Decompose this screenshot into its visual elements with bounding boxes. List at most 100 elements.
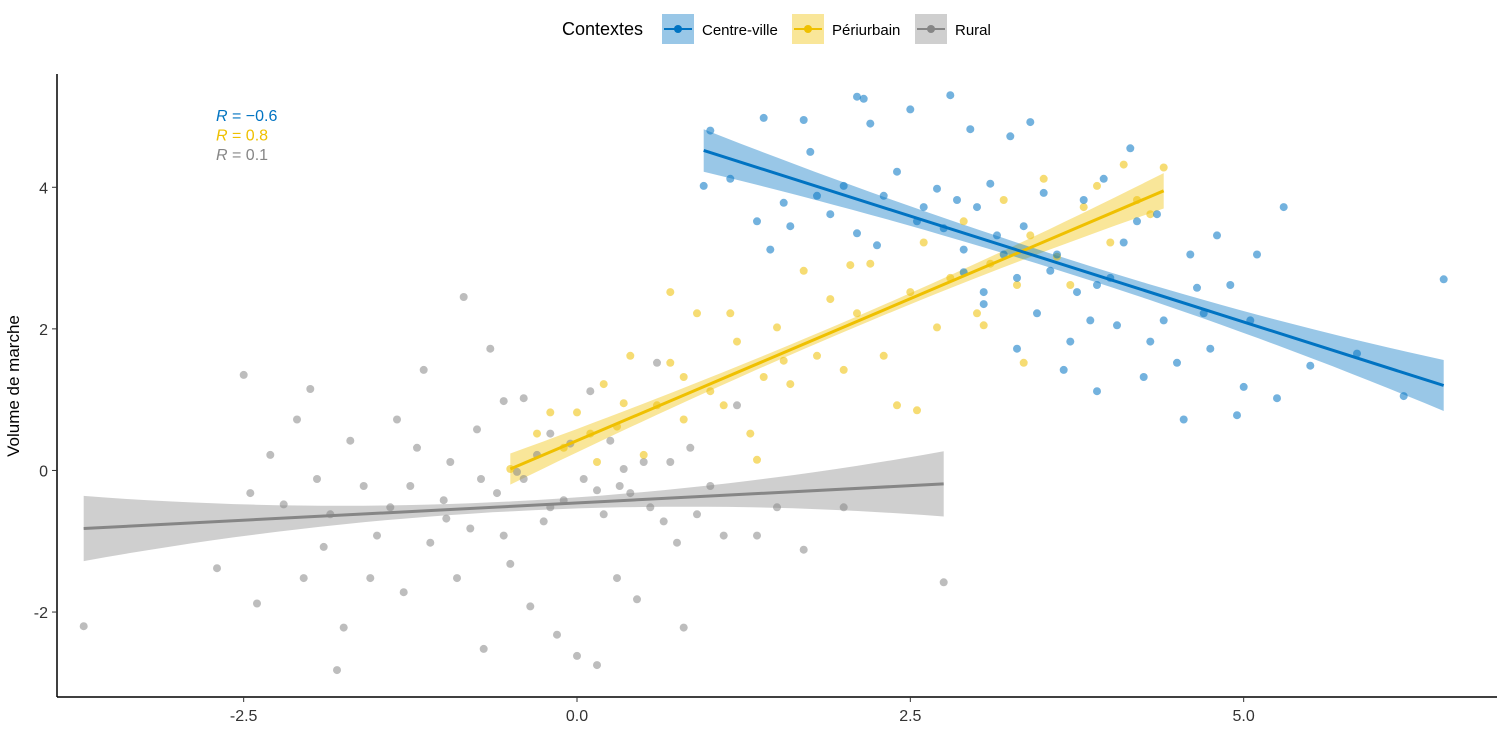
point-centre-ville: [1226, 281, 1235, 289]
point-rural: [639, 458, 648, 466]
point-rural: [477, 475, 485, 483]
point-centre-ville: [1399, 392, 1408, 401]
point-centre-ville: [1026, 118, 1035, 127]
point-centre-ville: [1193, 283, 1201, 292]
point-centre-ville: [1439, 275, 1448, 284]
point-centre-ville: [866, 119, 875, 128]
point-centre-ville: [979, 288, 988, 297]
point-rural: [519, 394, 528, 403]
point-periurbain: [546, 408, 555, 417]
point-periurbain: [786, 380, 795, 389]
legend-item-rural[interactable]: Rural: [915, 14, 991, 44]
point-centre-ville: [813, 191, 821, 200]
correlation-label-rural: R = 0.1: [216, 147, 268, 164]
point-centre-ville: [1113, 321, 1121, 330]
point-centre-ville: [1053, 250, 1061, 259]
point-rural: [679, 623, 688, 632]
legend-item-centre-ville[interactable]: Centre-ville: [662, 14, 778, 44]
point-rural: [79, 622, 88, 631]
point-rural: [306, 385, 315, 393]
point-centre-ville: [986, 179, 995, 188]
point-rural: [633, 595, 641, 604]
point-periurbain: [999, 196, 1008, 204]
point-centre-ville: [839, 181, 848, 190]
point-centre-ville: [893, 167, 901, 176]
legend-label-rural: Rural: [955, 22, 991, 39]
point-centre-ville: [799, 116, 808, 124]
axis-ticks: -2.5 0.0 2.5 5.0 -2 0 2 4: [34, 180, 1255, 725]
point-centre-ville: [993, 231, 1001, 240]
point-centre-ville: [1086, 316, 1095, 325]
point-centre-ville: [879, 191, 888, 200]
correlation-symbol: R: [216, 108, 228, 125]
point-centre-ville: [1173, 358, 1181, 367]
data-points: [79, 91, 1448, 675]
point-rural: [319, 542, 328, 551]
point-periurbain: [779, 356, 788, 365]
point-rural: [519, 475, 528, 483]
point-rural: [673, 538, 681, 547]
correlation-label-centre-ville: R = −0.6: [216, 108, 277, 125]
point-centre-ville: [766, 245, 775, 254]
point-centre-ville: [859, 94, 868, 103]
point-rural: [613, 574, 621, 583]
correlation-symbol: R: [216, 147, 228, 164]
point-centre-ville: [1093, 281, 1101, 289]
point-centre-ville: [706, 126, 715, 135]
point-rural: [439, 496, 448, 505]
correlation-label-periurbain: R = 0.8: [216, 128, 268, 145]
point-periurbain: [879, 351, 888, 360]
point-centre-ville: [1146, 337, 1155, 346]
point-rural: [799, 545, 808, 554]
correlation-value: = 0.1: [228, 147, 269, 164]
point-centre-ville: [1153, 210, 1161, 219]
point-centre-ville: [959, 245, 968, 254]
point-periurbain: [799, 266, 808, 275]
point-rural: [339, 623, 348, 632]
point-centre-ville: [853, 92, 861, 101]
legend-title: Contextes: [562, 19, 643, 39]
point-centre-ville: [1006, 132, 1015, 141]
point-rural: [615, 482, 624, 490]
point-centre-ville: [786, 222, 795, 231]
point-rural: [626, 489, 635, 498]
point-centre-ville: [726, 174, 735, 183]
regression-line-periurbain: [509, 189, 1165, 471]
point-periurbain: [853, 309, 861, 318]
point-rural: [773, 503, 781, 512]
point-periurbain: [619, 399, 628, 408]
point-rural: [499, 397, 508, 406]
legend-dot-periurbain: [804, 25, 812, 33]
point-centre-ville: [1079, 196, 1088, 204]
point-centre-ville: [1013, 344, 1021, 353]
point-periurbain: [759, 373, 768, 381]
point-centre-ville: [966, 125, 975, 134]
y-tick-label: 0: [39, 463, 48, 480]
point-rural: [239, 370, 248, 379]
point-periurbain: [979, 321, 988, 330]
point-centre-ville: [1066, 337, 1075, 346]
point-periurbain: [679, 373, 688, 381]
legend-item-periurbain[interactable]: Périurbain: [792, 14, 900, 44]
point-centre-ville: [873, 241, 881, 250]
point-rural: [459, 293, 468, 301]
point-rural: [686, 443, 695, 452]
point-centre-ville: [1046, 266, 1055, 275]
point-rural: [839, 503, 848, 512]
point-periurbain: [906, 288, 915, 297]
point-rural: [719, 531, 728, 540]
point-rural: [659, 517, 668, 526]
point-rural: [486, 344, 495, 353]
point-periurbain: [913, 406, 921, 415]
point-centre-ville: [1186, 250, 1195, 259]
point-periurbain: [693, 309, 701, 318]
point-periurbain: [666, 358, 675, 367]
point-rural: [359, 482, 368, 490]
regression-line-centre-ville: [703, 149, 1445, 387]
point-rural: [313, 475, 321, 483]
point-periurbain: [599, 380, 608, 389]
point-rural: [753, 531, 761, 540]
point-rural: [546, 429, 555, 438]
point-rural: [606, 436, 615, 445]
